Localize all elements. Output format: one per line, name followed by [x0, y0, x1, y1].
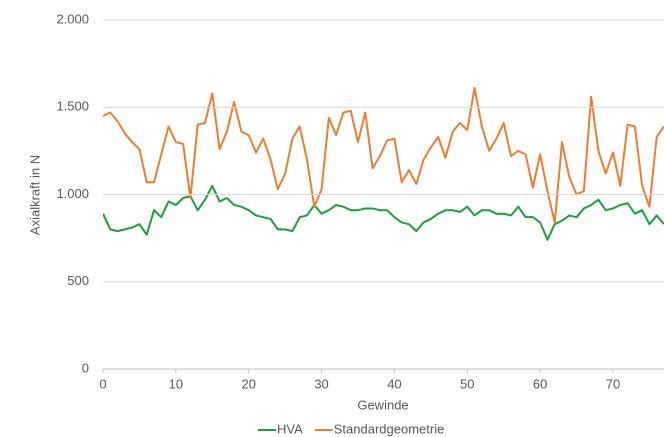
x-tick-label: 0 [99, 376, 106, 391]
y-tick-label: 2.000 [56, 11, 89, 26]
x-tick-label: 40 [387, 376, 401, 391]
x-tick-label: 50 [460, 376, 474, 391]
legend-label: HVA [277, 421, 303, 436]
series-line [103, 87, 664, 224]
x-axis-label: Gewinde [357, 397, 408, 412]
plot-area [103, 87, 664, 241]
x-tick-label: 70 [606, 376, 620, 391]
x-tick-label: 60 [533, 376, 547, 391]
x-tick-label: 30 [314, 376, 328, 391]
x-tick-label: 10 [169, 376, 183, 391]
x-tick-label: 20 [241, 376, 255, 391]
series-line [103, 184, 664, 241]
y-tick-label: 0 [82, 360, 89, 375]
legend-label: Standardgeometrie [334, 421, 445, 436]
y-tick-label: 500 [67, 273, 89, 288]
y-axis-label: Axialkraft in N [27, 155, 42, 235]
y-tick-label: 1.500 [56, 99, 89, 114]
y-tick-label: 1.000 [56, 186, 89, 201]
